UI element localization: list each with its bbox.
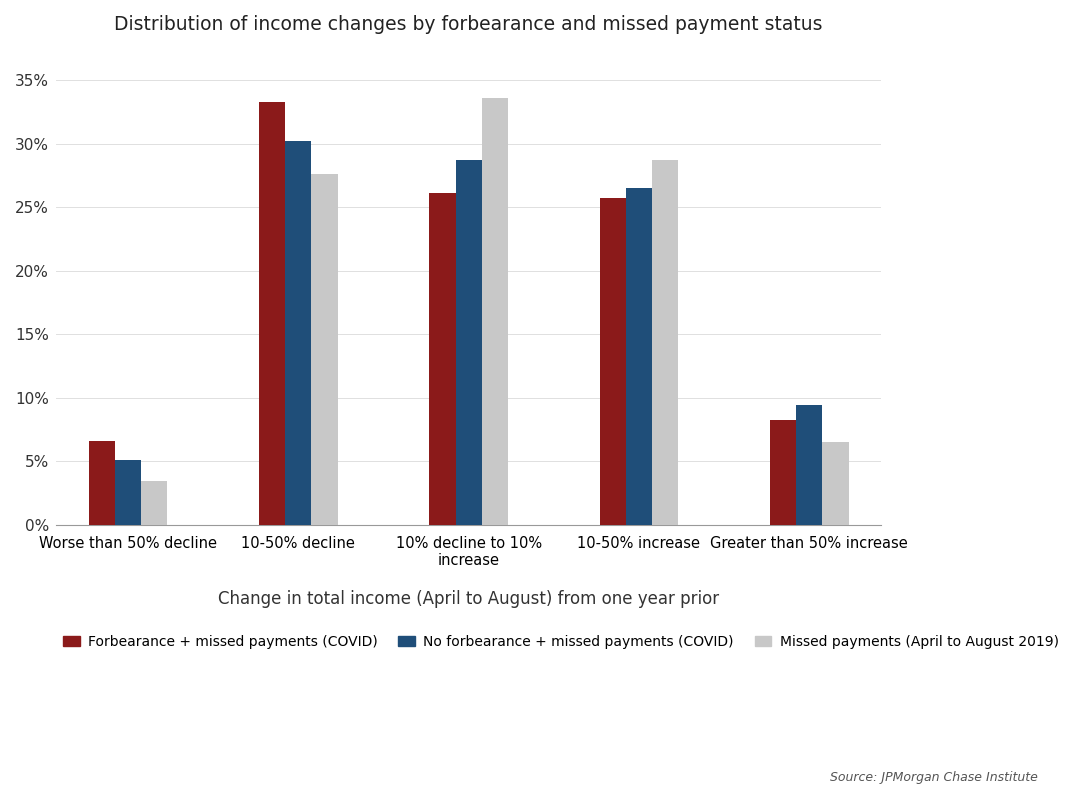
Bar bbox=[652, 160, 678, 525]
Title: Distribution of income changes by forbearance and missed payment status: Distribution of income changes by forbea… bbox=[114, 15, 823, 34]
Bar bbox=[626, 188, 652, 525]
Bar bbox=[286, 142, 311, 525]
Bar bbox=[482, 98, 508, 525]
Legend: Forbearance + missed payments (COVID), No forbearance + missed payments (COVID),: Forbearance + missed payments (COVID), N… bbox=[63, 634, 1059, 649]
Bar bbox=[141, 482, 167, 525]
Bar bbox=[823, 442, 849, 525]
X-axis label: Change in total income (April to August) from one year prior: Change in total income (April to August)… bbox=[218, 590, 719, 608]
Bar bbox=[311, 174, 338, 525]
Bar bbox=[599, 198, 626, 525]
Bar bbox=[796, 406, 823, 525]
Bar bbox=[89, 441, 114, 525]
Bar bbox=[456, 160, 482, 525]
Bar bbox=[770, 421, 796, 525]
Bar bbox=[259, 102, 286, 525]
Bar bbox=[114, 460, 141, 525]
Text: Source: JPMorgan Chase Institute: Source: JPMorgan Chase Institute bbox=[830, 771, 1038, 784]
Bar bbox=[429, 194, 456, 525]
